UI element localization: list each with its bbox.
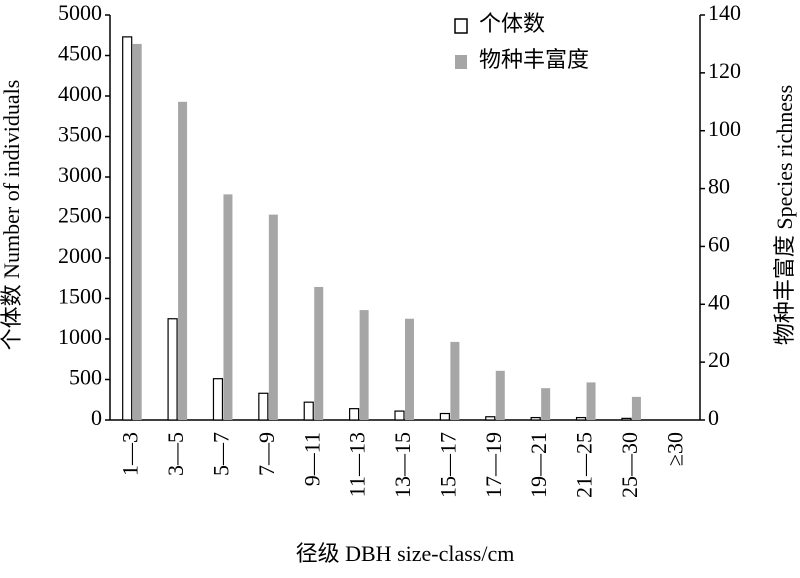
bar xyxy=(178,101,188,421)
y-tick-label: 4000 xyxy=(58,81,102,106)
y-tick-label: 3500 xyxy=(58,122,102,147)
y-tick-label: 1000 xyxy=(58,324,102,349)
y-axis-title: 个体数 Number of individuals xyxy=(0,80,24,351)
bar xyxy=(439,412,450,421)
bar xyxy=(303,401,314,421)
x-tick-label: 3—5 xyxy=(163,432,188,476)
bar xyxy=(349,408,360,421)
x-tick-label: 11—13 xyxy=(345,432,370,497)
y-tick-label: 500 xyxy=(69,365,102,390)
legend-swatch xyxy=(455,55,467,69)
legend-label: 个体数 xyxy=(479,11,545,36)
y2-tick-label: 40 xyxy=(708,289,730,314)
bar xyxy=(314,286,324,420)
bar xyxy=(621,417,632,421)
y2-tick-label: 120 xyxy=(708,58,741,83)
y-tick-label: 5000 xyxy=(58,0,102,25)
bar xyxy=(132,43,142,421)
bar xyxy=(530,416,541,421)
y-tick-label: 2000 xyxy=(58,243,102,268)
y2-tick-label: 60 xyxy=(708,231,730,256)
x-tick-label: 25—30 xyxy=(617,432,642,498)
x-tick-label: 7—9 xyxy=(254,432,279,476)
bar xyxy=(167,318,178,421)
bar xyxy=(223,194,233,420)
bar xyxy=(495,370,505,420)
y2-axis-title: 物种丰富度 Species richness xyxy=(772,85,797,345)
x-tick-label: 13—15 xyxy=(390,432,415,498)
y2-tick-label: 20 xyxy=(708,347,730,372)
bar xyxy=(394,410,405,421)
x-tick-label: ≥30 xyxy=(662,432,687,466)
bar xyxy=(212,378,224,421)
bar xyxy=(258,392,269,421)
x-tick-label: 15—17 xyxy=(435,432,460,498)
x-tick-label: 21—25 xyxy=(572,432,597,498)
x-tick-label: 1—3 xyxy=(118,432,143,476)
y2-tick-label: 0 xyxy=(708,405,719,430)
y-tick-label: 0 xyxy=(91,405,102,430)
bar xyxy=(359,310,369,420)
bar xyxy=(485,416,496,421)
bar xyxy=(631,396,641,420)
y-tick-label: 2500 xyxy=(58,203,102,228)
x-tick-label: 5—7 xyxy=(209,432,234,476)
legend-swatch xyxy=(454,18,468,34)
x-tick-label: 19—21 xyxy=(526,432,551,498)
y-tick-label: 1500 xyxy=(58,284,102,309)
bar xyxy=(405,318,414,420)
y2-tick-label: 80 xyxy=(708,174,730,199)
y2-tick-label: 140 xyxy=(708,0,741,25)
bar xyxy=(586,382,596,420)
bar xyxy=(541,388,551,420)
legend-label: 物种丰富度 xyxy=(479,47,589,72)
y-tick-label: 3000 xyxy=(58,162,102,187)
bar xyxy=(450,341,460,420)
x-tick-label: 17—19 xyxy=(481,432,506,498)
bar xyxy=(122,36,133,421)
y2-tick-label: 100 xyxy=(708,116,741,141)
bar xyxy=(268,214,278,420)
x-tick-label: 9—11 xyxy=(299,432,324,486)
x-axis-title: 径级 DBH size-class/cm xyxy=(296,541,515,566)
bar xyxy=(575,416,587,421)
y-tick-label: 4500 xyxy=(58,41,102,66)
